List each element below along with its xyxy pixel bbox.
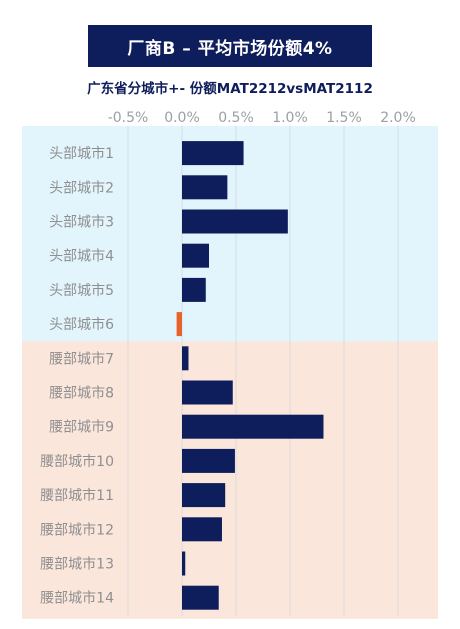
category-label: 腰部城市10: [40, 453, 114, 470]
category-label: 头部城市1: [49, 145, 114, 162]
category-label: 腰部城市14: [40, 590, 114, 607]
category-label: 头部城市4: [49, 248, 114, 265]
category-label: 腰部城市9: [49, 419, 114, 436]
category-label: 腰部城市8: [49, 385, 114, 402]
chart-title: 厂商B – 平均市场份额4%: [88, 25, 372, 67]
category-label: 腰部城市7: [49, 350, 114, 367]
category-label: 头部城市3: [49, 214, 114, 231]
bar-10: [182, 448, 235, 473]
x-tick-label: 0.0%: [164, 110, 200, 126]
bar-5: [182, 277, 206, 302]
category-label: 头部城市2: [49, 179, 114, 196]
bar-13: [182, 551, 186, 576]
bar-3: [182, 209, 288, 234]
x-tick-label: 1.0%: [272, 110, 308, 126]
x-tick-label: 0.5%: [218, 110, 254, 126]
category-label: 腰部城市11: [40, 487, 114, 504]
category-label: 头部城市6: [49, 316, 114, 333]
bar-2: [182, 175, 228, 200]
bar-11: [182, 483, 226, 508]
bar-4: [182, 243, 209, 268]
bar-14: [182, 585, 219, 610]
x-tick-label: -0.5%: [108, 110, 149, 126]
category-label: 腰部城市12: [40, 521, 114, 538]
bar-12: [182, 517, 222, 542]
bar-9: [182, 414, 324, 439]
bar-8: [182, 380, 233, 405]
bar-6: [176, 312, 182, 337]
bar-1: [182, 141, 244, 166]
category-label: 头部城市5: [49, 282, 114, 299]
category-label: 腰部城市13: [40, 556, 114, 573]
bar-7: [182, 346, 189, 371]
x-tick-label: 2.0%: [380, 110, 416, 126]
chart-subtitle: 广东省分城市+- 份额MAT2212vsMAT2112: [87, 81, 373, 97]
x-tick-label: 1.5%: [326, 110, 362, 126]
